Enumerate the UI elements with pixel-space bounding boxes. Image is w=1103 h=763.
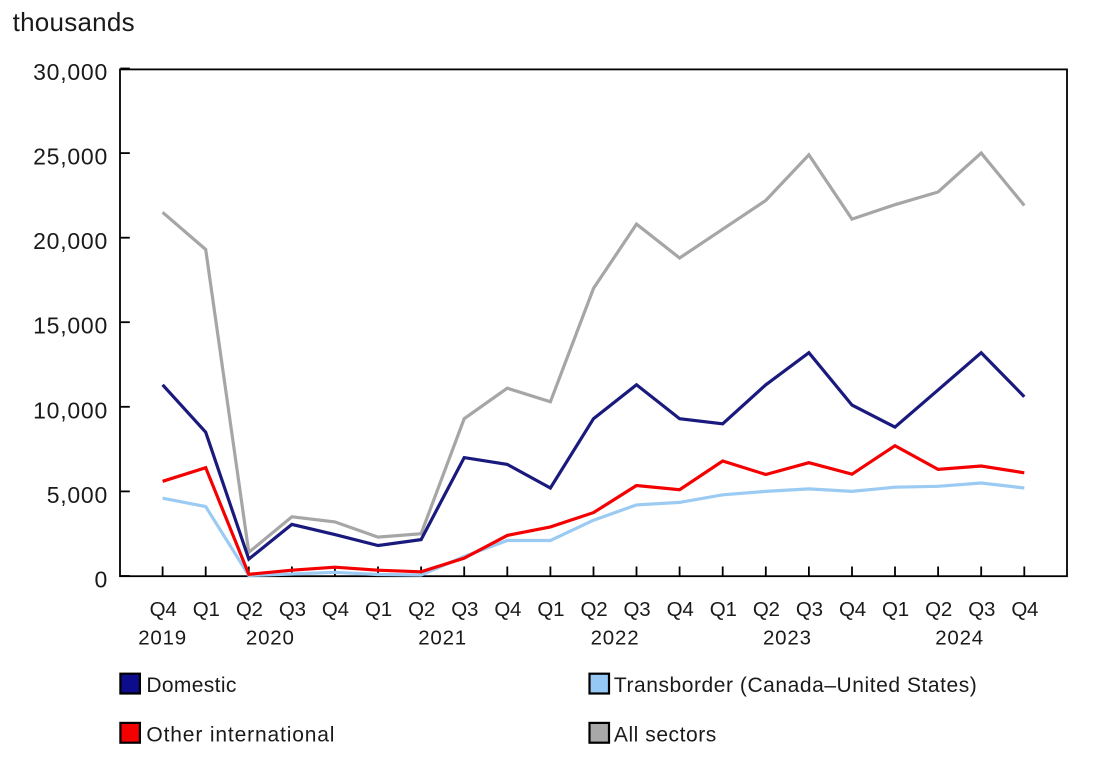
svg-text:Q2: Q2 (236, 598, 263, 621)
svg-text:10,000: 10,000 (33, 397, 108, 423)
svg-text:Q4: Q4 (839, 598, 866, 621)
svg-text:2023: 2023 (763, 627, 812, 650)
svg-text:Q4: Q4 (150, 598, 177, 621)
svg-text:All sectors: All sectors (614, 723, 717, 746)
svg-text:5,000: 5,000 (47, 482, 108, 508)
svg-text:0: 0 (94, 567, 108, 593)
svg-text:Q1: Q1 (537, 598, 564, 621)
svg-text:Other international: Other international (146, 723, 335, 746)
svg-text:Q4: Q4 (494, 598, 521, 621)
svg-text:Domestic: Domestic (146, 674, 236, 697)
svg-text:thousands: thousands (13, 7, 135, 37)
svg-text:Q1: Q1 (882, 598, 909, 621)
svg-text:Q3: Q3 (279, 598, 306, 621)
svg-text:Q1: Q1 (365, 598, 392, 621)
svg-text:15,000: 15,000 (33, 313, 108, 339)
svg-text:Q4: Q4 (1011, 598, 1038, 621)
svg-text:30,000: 30,000 (33, 59, 108, 85)
svg-text:Q4: Q4 (667, 598, 694, 621)
svg-text:Q2: Q2 (581, 598, 608, 621)
svg-text:Q2: Q2 (408, 598, 435, 621)
svg-text:Q2: Q2 (925, 598, 952, 621)
svg-text:2019: 2019 (138, 627, 187, 650)
svg-text:2021: 2021 (418, 627, 467, 650)
svg-text:Q3: Q3 (968, 598, 995, 621)
svg-text:Q4: Q4 (322, 598, 349, 621)
svg-text:Q2: Q2 (753, 598, 780, 621)
svg-text:Q1: Q1 (710, 598, 737, 621)
svg-text:20,000: 20,000 (33, 228, 108, 254)
svg-text:Q1: Q1 (193, 598, 220, 621)
svg-text:Transborder (Canada–United Sta: Transborder (Canada–United States) (614, 674, 977, 697)
svg-text:25,000: 25,000 (33, 144, 108, 170)
svg-text:Q3: Q3 (796, 598, 823, 621)
svg-text:2024: 2024 (935, 627, 984, 650)
svg-text:2020: 2020 (246, 627, 295, 650)
svg-text:Q3: Q3 (624, 598, 651, 621)
svg-text:2022: 2022 (591, 627, 640, 650)
svg-text:Q3: Q3 (451, 598, 478, 621)
